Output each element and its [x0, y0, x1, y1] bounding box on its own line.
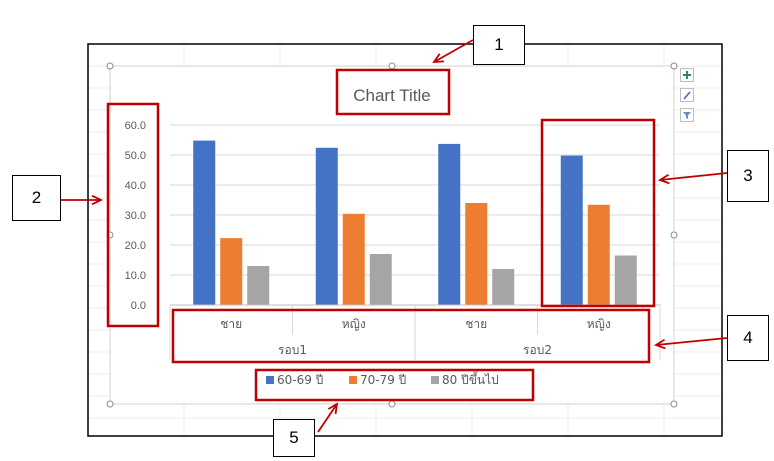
- y-tick-label: 60.0: [125, 120, 146, 132]
- legend-swatch: [431, 376, 439, 384]
- bar-2-1: [220, 238, 243, 305]
- resize-handle: [670, 62, 678, 70]
- bar-3-3: [492, 269, 515, 305]
- window-frame: [87, 43, 723, 437]
- legend-label: 70-79 ปี: [360, 373, 406, 387]
- resize-handle: [388, 62, 396, 70]
- y-tick-label: 40.0: [125, 180, 146, 192]
- callout-arrow: [655, 337, 728, 346]
- brush-icon: [683, 91, 691, 100]
- y-tick-labels: 0.0 10.0 20.0 30.0 40.0 50.0 60.0: [125, 120, 146, 312]
- bar-3-1: [247, 266, 270, 305]
- resize-handle: [106, 62, 114, 70]
- legend-label: 80 ปีขึ้นไป: [442, 371, 499, 387]
- annotation-overlays: [60, 39, 728, 433]
- resize-handle: [670, 231, 678, 239]
- arrow-head: [432, 53, 445, 64]
- bar-1-1: [193, 140, 216, 305]
- arrow-head: [657, 173, 670, 185]
- plus-icon: [683, 71, 691, 79]
- bar-2-2: [342, 213, 365, 305]
- callout-1: 1: [473, 25, 525, 65]
- resize-handle: [388, 400, 396, 408]
- title-highlight: [335, 68, 451, 116]
- x-group-label: รอบ1: [278, 343, 307, 357]
- arrow-head: [653, 339, 666, 350]
- legend-label: 60-69 ปี: [277, 373, 323, 387]
- y-tick-label: 0.0: [131, 300, 146, 312]
- x-category-label: ชาย: [465, 317, 487, 331]
- bar-1-4: [560, 155, 583, 305]
- filter-icon: [683, 112, 691, 119]
- callout-arrow: [317, 403, 338, 433]
- callout-5: 5: [273, 419, 315, 457]
- arrow-head: [91, 194, 104, 206]
- bar-3-2: [369, 254, 392, 305]
- add-element-button[interactable]: [680, 68, 694, 82]
- x-axis-highlight: [171, 308, 651, 364]
- bars: [193, 140, 637, 305]
- callout-arrow: [433, 39, 474, 63]
- chart-styles-button[interactable]: [680, 88, 694, 102]
- resize-handle: [106, 400, 114, 408]
- y-axis-highlight: [106, 102, 160, 328]
- chart-filter-button[interactable]: [680, 108, 694, 122]
- resize-handle: [670, 400, 678, 408]
- chart-title[interactable]: Chart Title: [353, 86, 430, 105]
- x-category-label: หญิง: [342, 317, 366, 331]
- category-highlight: [540, 118, 656, 308]
- legend-swatch: [266, 376, 274, 384]
- legend-highlight: [254, 368, 535, 402]
- x-group-label: รอบ2: [523, 343, 552, 357]
- legend-swatch: [349, 376, 357, 384]
- y-tick-label: 30.0: [125, 210, 146, 222]
- callout-2: 2: [12, 175, 61, 221]
- x-category-label: ชาย: [220, 317, 242, 331]
- callout-4: 4: [727, 315, 769, 361]
- bar-3-4: [614, 255, 637, 305]
- bar-2-3: [465, 203, 488, 305]
- callout-arrow: [659, 172, 728, 181]
- bar-2-4: [587, 204, 610, 305]
- legend[interactable]: 60-69 ปี 70-79 ปี 80 ปีขึ้นไป: [266, 371, 499, 387]
- arrow-head: [327, 402, 339, 415]
- y-tick-label: 20.0: [125, 240, 146, 252]
- callout-3: 3: [727, 150, 769, 202]
- x-category-label: หญิง: [587, 317, 611, 331]
- y-tick-label: 10.0: [125, 270, 146, 282]
- bar-1-2: [315, 147, 338, 305]
- bar-1-3: [438, 143, 461, 305]
- y-tick-label: 50.0: [125, 150, 146, 162]
